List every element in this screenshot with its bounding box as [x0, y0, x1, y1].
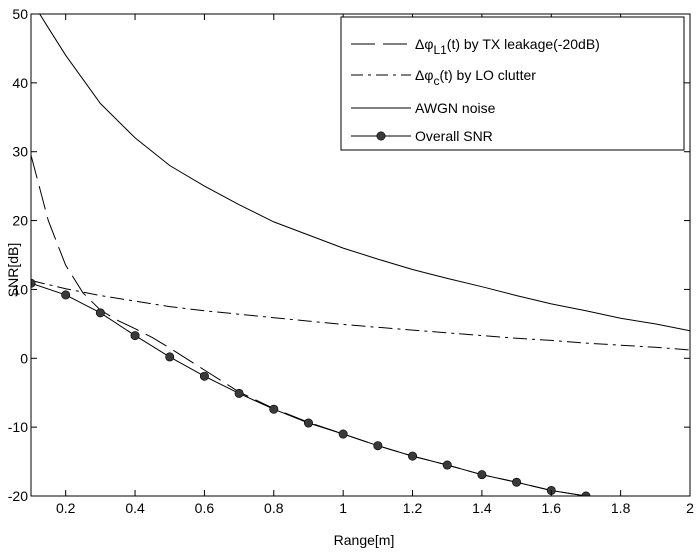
series-4-point	[408, 451, 418, 461]
plot-frame	[30, 13, 691, 497]
legend-label-rest: (t) by LO clutter	[439, 67, 536, 83]
series-4-point	[61, 290, 71, 300]
series-4-point	[234, 388, 244, 398]
legend-label-rest: (t) by TX leakage(-20dB)	[447, 36, 600, 52]
x-tick-label: 1.8	[611, 500, 631, 516]
legend-label-2: Δφc(t) by LO clutter	[415, 67, 536, 88]
series-4-point	[199, 371, 209, 381]
legend-label-main: Δφ	[415, 36, 433, 52]
series-4-point	[269, 404, 279, 414]
series-4-point	[165, 352, 175, 362]
x-tick-label: 0.2	[56, 500, 76, 516]
y-tick-label: -10	[8, 419, 28, 435]
axes-frame	[30, 13, 691, 497]
legend-label-subscript: L1	[433, 43, 447, 57]
x-tick-label: 1	[339, 500, 347, 516]
legend-box	[340, 16, 685, 151]
series-4-point	[373, 441, 383, 451]
series-4-point	[442, 460, 452, 470]
series-4-point	[303, 418, 313, 428]
series-4-point	[95, 308, 105, 318]
series-line-4	[31, 282, 586, 496]
x-tick-label: 1.4	[472, 500, 492, 516]
plot-marks	[31, 14, 690, 496]
y-tick-label: 40	[12, 75, 28, 91]
series-4-point	[338, 429, 348, 439]
legend-label-main: Overall SNR	[415, 128, 493, 144]
y-tick-label: 0	[20, 350, 28, 366]
x-tick-label: 1.2	[403, 500, 423, 516]
series-line-3	[39, 14, 690, 332]
series-4-point	[31, 278, 36, 288]
legend-label-1: ΔφL1(t) by TX leakage(-20dB)	[415, 36, 600, 57]
legend-label-4: Overall SNR	[415, 128, 493, 144]
x-tick-label: 0.6	[195, 500, 215, 516]
y-tick-label: 50	[12, 6, 28, 22]
legend-label-main: AWGN noise	[415, 100, 496, 116]
legend-label-subscript: c	[433, 74, 439, 88]
axis-ticks: 0.2 0.4 0.6 0.8 1 1.2 1.4 1.6 1.8 2 -20 -10 0 10 20 30 4…	[8, 6, 694, 516]
legend-label-main: Δφ	[415, 67, 433, 83]
y-tick-label: 30	[12, 144, 28, 160]
x-axis-label: Range[m]	[334, 532, 395, 548]
legend-label-3: AWGN noise	[415, 100, 496, 116]
y-tick-label: 10	[12, 281, 28, 297]
y-axis-label: SNR[dB]	[5, 243, 21, 297]
series-4-point	[477, 470, 487, 480]
x-tick-label: 0.4	[125, 500, 145, 516]
legend-marker	[376, 131, 386, 141]
series-4-point	[130, 331, 140, 341]
x-tick-label: 1.6	[542, 500, 562, 516]
series-line-2	[31, 280, 690, 351]
x-tick-label: 2	[686, 500, 694, 516]
series-line-1	[31, 155, 586, 496]
y-tick-label: 20	[12, 213, 28, 229]
legend: ΔφL1(t) by TX leakage(-20dB)Δφc(t) by LO…	[340, 16, 685, 151]
x-tick-label: 0.8	[264, 500, 284, 516]
series-4-point	[512, 477, 522, 487]
y-tick-label: -20	[8, 488, 28, 504]
